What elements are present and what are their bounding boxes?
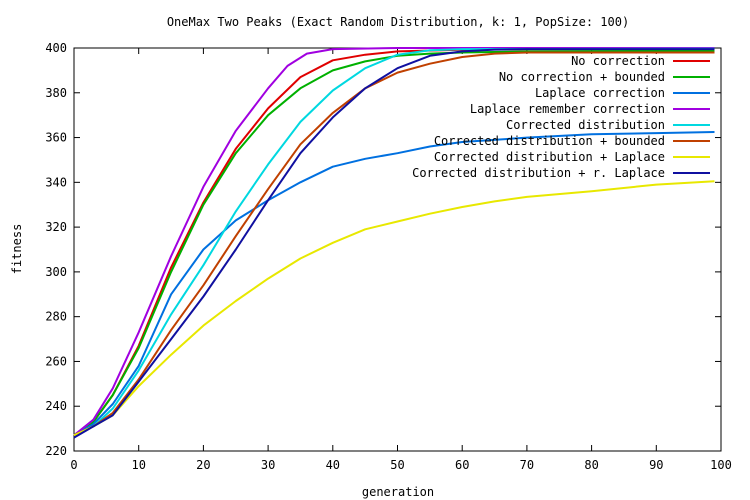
x-tick-label: 60 [455,458,469,472]
legend-label-7: Corrected distribution + r. Laplace [412,166,665,180]
y-tick-label: 360 [45,131,67,145]
series-lines [73,47,715,439]
x-tick-label: 20 [196,458,210,472]
x-tick-label: 90 [649,458,663,472]
x-tick-label: 40 [326,458,340,472]
y-tick-label: 300 [45,265,67,279]
y-tick-label: 260 [45,354,67,368]
legend-label-5: Corrected distribution + bounded [434,134,665,148]
series-line-7 [73,48,715,439]
series-line-2 [73,131,715,437]
series-line-4 [73,47,715,437]
x-tick-label: 50 [390,458,404,472]
series-line-5 [73,51,715,437]
legend-label-6: Corrected distribution + Laplace [434,150,665,164]
y-tick-label: 280 [45,310,67,324]
axes: 0 10 20 30 40 50 60 70 80 90 100 220 240 260 280 300 320… [45,41,732,472]
legend-label-2: Laplace correction [535,86,665,100]
y-tick-label: 220 [45,444,67,458]
legend-label-1: No correction + bounded [499,70,665,84]
y-tick-label: 320 [45,220,67,234]
series-line-3 [73,47,715,437]
legend-label-3: Laplace remember correction [470,102,665,116]
x-axis-label: generation [362,485,434,499]
x-tick-label: 80 [584,458,598,472]
chart-title: OneMax Two Peaks (Exact Random Distribut… [167,15,629,29]
x-tick-label: 70 [520,458,534,472]
y-tick-label: 240 [45,399,67,413]
legend: No correction No correction + bounded Lapl… [412,54,710,180]
y-axis-label: fitness [10,224,24,275]
y-tick-label: 400 [45,41,67,55]
x-tick-label: 30 [261,458,275,472]
x-tick-label: 0 [70,458,77,472]
series-line-6 [73,180,715,437]
y-tick-label: 380 [45,86,67,100]
series-line-1 [73,49,715,437]
legend-label-0: No correction [571,54,665,68]
legend-label-4: Corrected distribution [506,118,665,132]
x-tick-label: 100 [710,458,732,472]
x-tick-label: 10 [131,458,145,472]
y-tick-label: 340 [45,175,67,189]
